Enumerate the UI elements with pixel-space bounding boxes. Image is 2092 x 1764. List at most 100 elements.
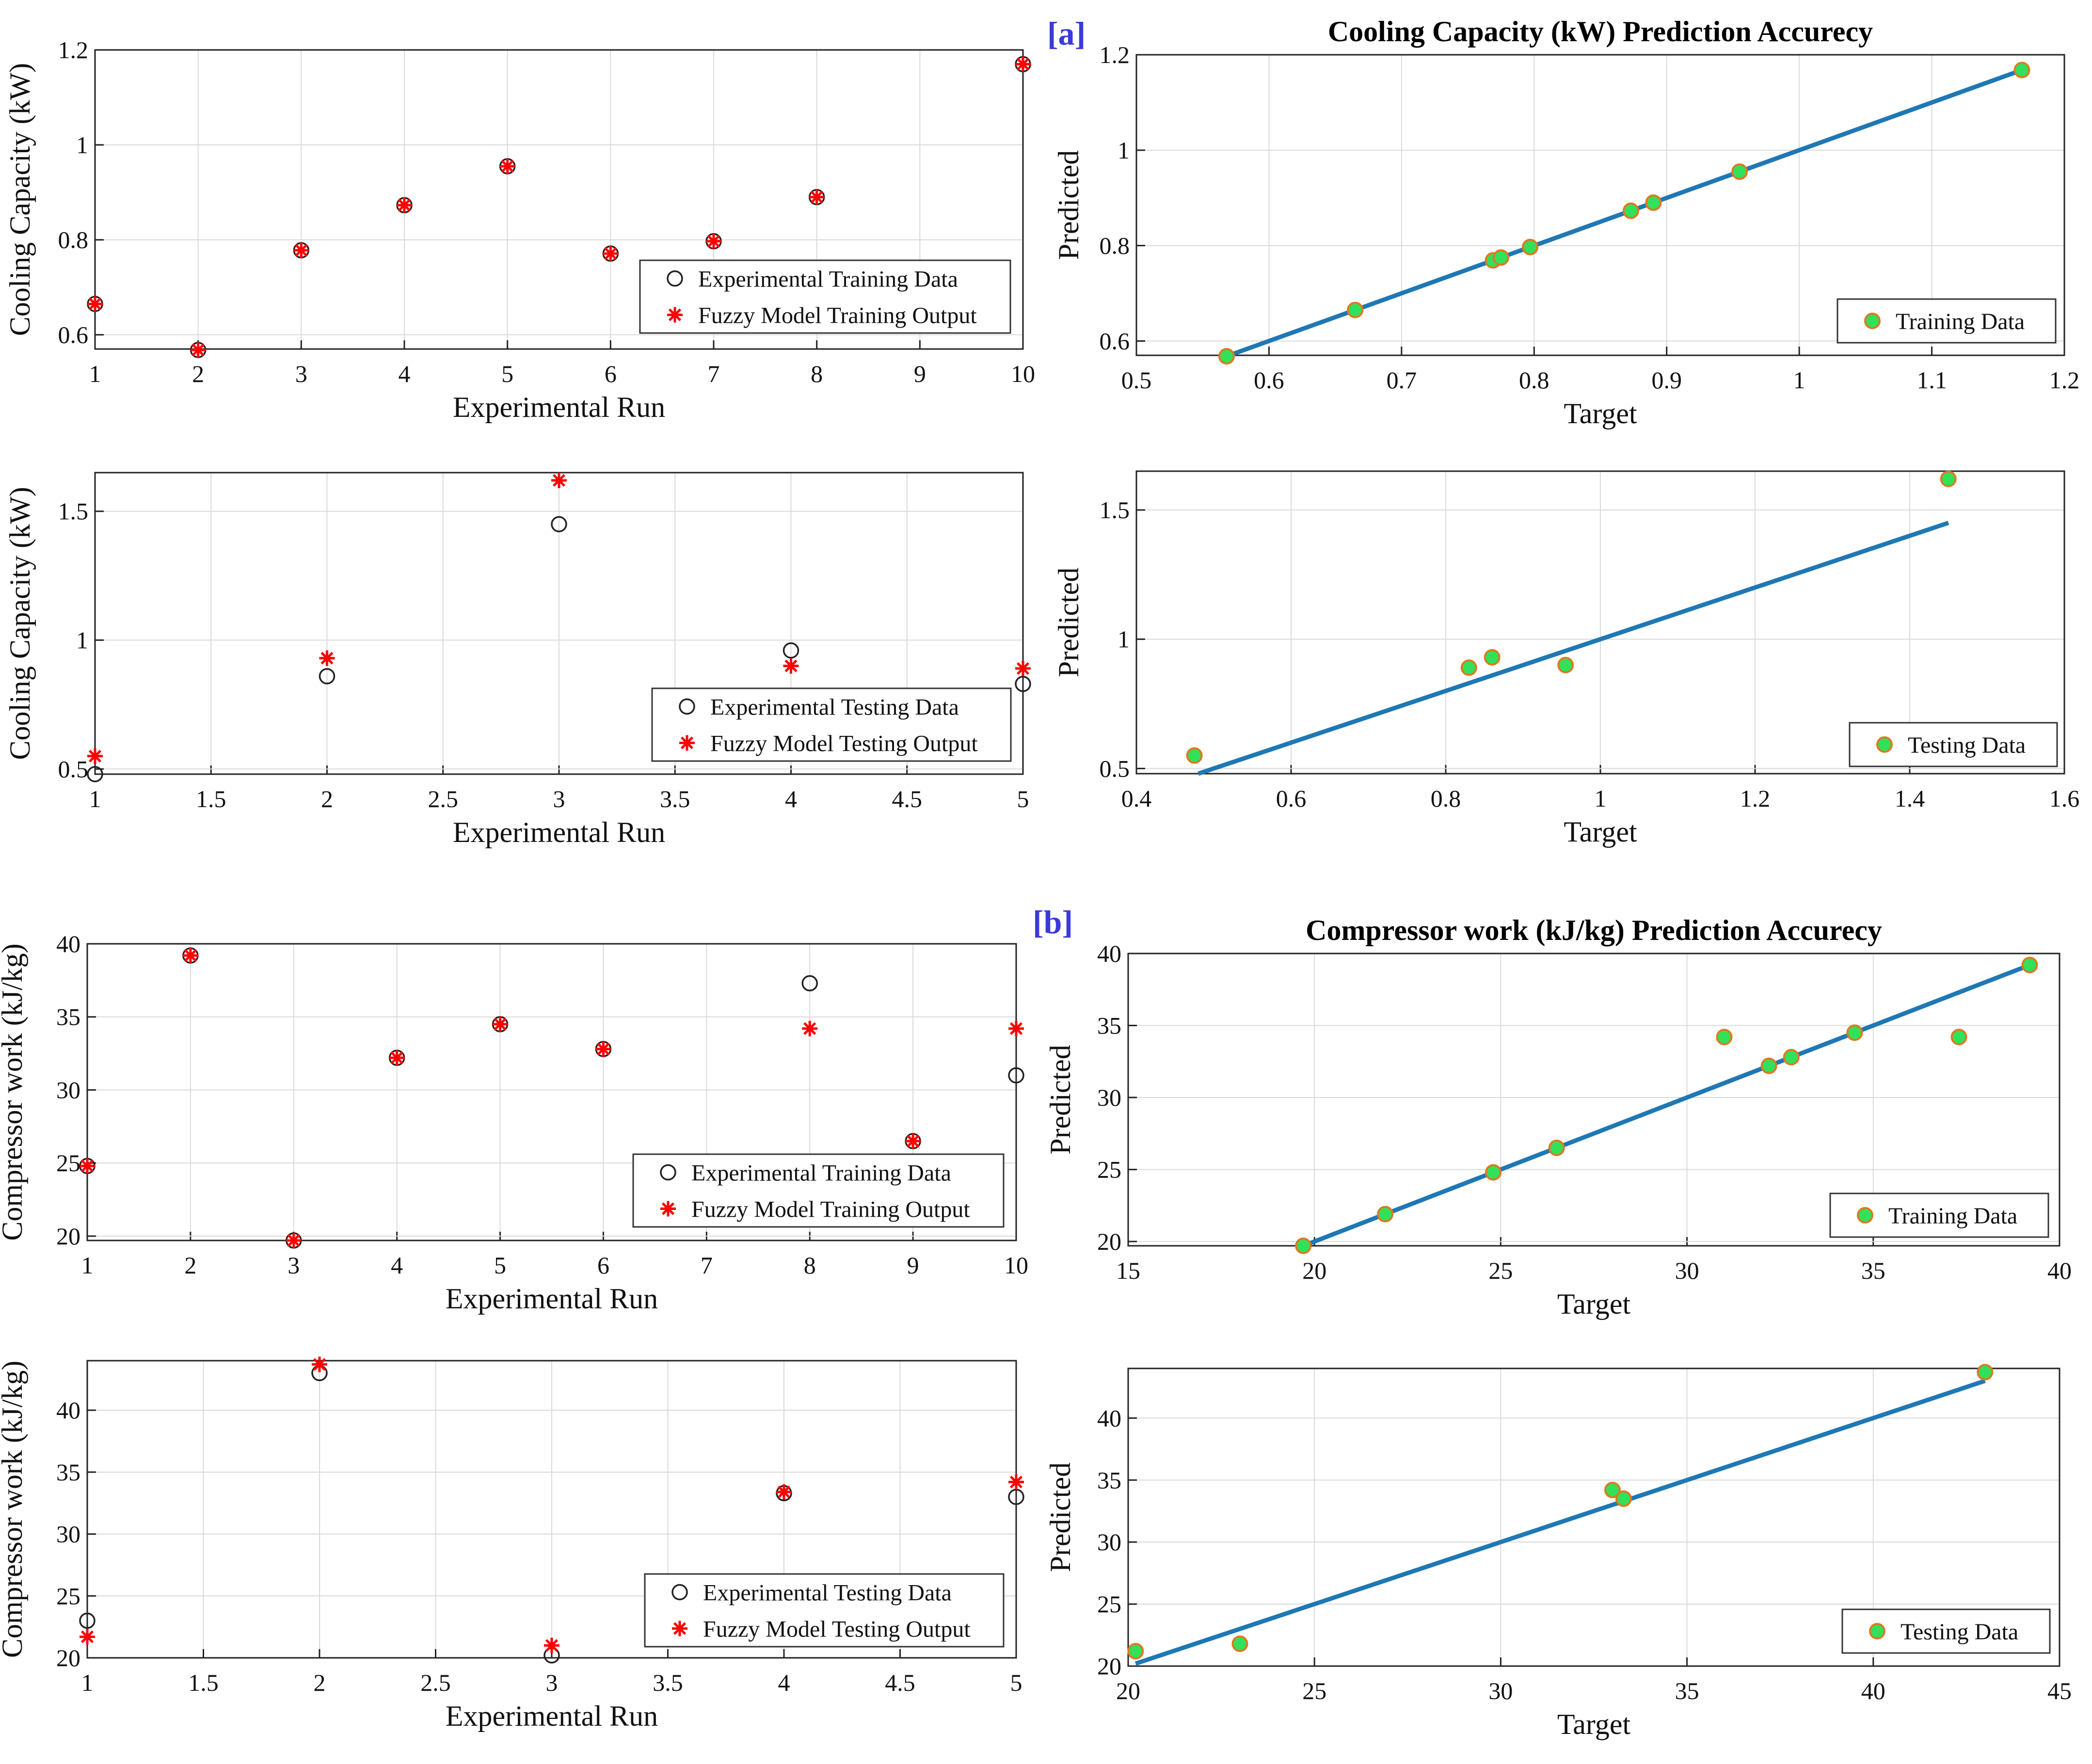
y-tick-label: 25 [56,1582,80,1609]
legend-label: Fuzzy Model Training Output [691,1197,970,1223]
x-tick-label: 30 [1488,1677,1513,1704]
x-tick-label: 1 [89,785,101,812]
y-tick-label: 1 [1118,137,1130,164]
x-tick-label: 9 [914,360,926,387]
y-tick-label: 0.5 [1100,755,1130,782]
x-tick-label: 30 [1675,1257,1699,1284]
data-point [1522,238,1539,255]
x-tick-label: 2 [321,785,333,812]
x-tick-label: 0.9 [1651,366,1682,394]
fit-line [1302,963,2031,1248]
data-point [1485,1164,1502,1181]
x-tick-label: 0.5 [1121,366,1152,394]
data-point [1615,1490,1632,1507]
x-tick-label: 1 [89,360,101,387]
fuzzy-output-point [905,1133,921,1149]
y-tick-label: 1.2 [1100,41,1130,68]
x-tick-label: 1.2 [2049,366,2080,394]
data-point [1186,747,1203,764]
legend-marker [671,1584,688,1601]
x-axis-label: Target [1557,1708,1631,1740]
x-tick-label: 4 [399,360,411,387]
data-point [2021,956,2038,973]
legend-box [632,1153,1005,1228]
chart-cw-test-run: 1 1.5 2 2.5 3 3.5 4 4.5 5 20 25 30 35 40 Experimental … [0,1356,1024,1732]
x-tick-label: 35 [1675,1677,1699,1704]
x-tick-label: 3 [287,1252,300,1279]
fuzzy-output-point [1015,661,1031,677]
y-tick-label: 35 [1097,1466,1121,1494]
x-axis-label: Experimental Run [453,391,665,423]
experimental-point [551,516,567,533]
axes-frame [1135,470,2065,775]
data-point [1231,1635,1248,1652]
y-tick-label: 1.5 [58,498,89,525]
fuzzy-output-point [595,1041,611,1057]
x-tick-label: 8 [811,360,823,387]
fuzzy-output-point [603,246,619,262]
y-tick-label: 0.5 [58,755,89,782]
x-tick-label: 0.8 [1431,785,1461,812]
data-point [1548,1140,1565,1157]
x-tick-label: 4 [785,785,797,812]
data-point [1977,1364,1994,1381]
fuzzy-output-point [783,658,799,674]
x-tick-label: 3 [553,785,565,812]
y-tick-label: 25 [1097,1156,1121,1183]
x-axis-label: Target [1564,816,1637,848]
legend-label: Fuzzy Model Testing Output [710,731,978,757]
fuzzy-output-point [190,342,206,358]
y-tick-label: 20 [56,1644,80,1671]
x-tick-label: 1.2 [1740,785,1771,812]
x-tick-label: 10 [1011,360,1035,387]
axes-frame [86,943,1017,1241]
legend-label: Training Data [1888,1203,2017,1229]
legend: Experimental Testing Data Fuzzy Model Tes… [651,687,1012,762]
experimental-point [87,766,103,782]
x-tick-label: 5 [501,360,513,387]
data-point [1460,659,1477,676]
fuzzy-output-point [286,1233,302,1248]
fuzzy-output-point [492,1016,508,1032]
x-tick-label: 7 [701,1252,713,1279]
y-tick-label: 20 [1097,1653,1121,1680]
axes-frame [86,1360,1017,1659]
legend-box [639,259,1011,334]
fuzzy-output-point [319,650,335,666]
legend: Experimental Training Data Fuzzy Model Tr… [632,1153,1005,1228]
legend-label: Experimental Training Data [691,1160,951,1186]
fuzzy-output-point [706,233,721,249]
fuzzy-output-point [87,296,103,312]
data-point [1760,1057,1777,1074]
y-axis-label: Predicted [1053,568,1085,678]
x-tick-label: 4.5 [892,785,923,812]
y-tick-label: 0.8 [58,226,89,254]
fuzzy-output-point [1015,56,1031,72]
y-tick-label: 20 [1097,1228,1121,1255]
x-tick-label: 6 [597,1252,609,1279]
y-tick-label: 40 [56,930,80,957]
y-tick-label: 30 [56,1076,80,1103]
x-tick-label: 3 [546,1669,558,1696]
experimental-point [1008,1067,1024,1084]
data-point [1645,194,1662,211]
x-tick-label: 0.7 [1387,366,1417,394]
data-point [1127,1643,1144,1660]
data-point [1950,1029,1967,1046]
legend-marker [679,735,695,751]
y-tick-label: 1 [76,627,88,654]
x-tick-label: 0.4 [1121,785,1152,812]
panel-label-b: [b] [1033,904,1073,940]
y-tick-label: 30 [1097,1084,1121,1111]
data-point [1492,249,1509,266]
data-point [1731,163,1748,180]
fuzzy-output-point [312,1356,327,1372]
data-point [1218,348,1235,365]
legend-label: Fuzzy Model Testing Output [703,1617,971,1642]
y-tick-label: 30 [56,1521,80,1548]
fit-line [1134,1379,1986,1666]
y-tick-label: 40 [56,1397,80,1424]
